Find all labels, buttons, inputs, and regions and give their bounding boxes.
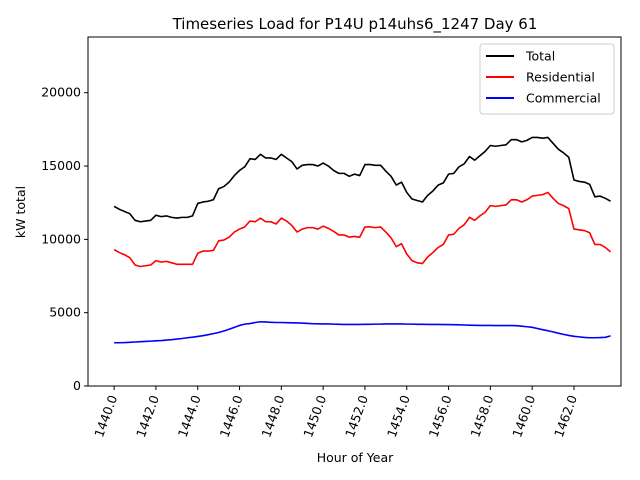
legend-label-commercial: Commercial	[526, 91, 601, 106]
legend: Total Residential Commercial	[479, 43, 615, 115]
series-line-commercial	[114, 320, 611, 344]
y-tick-label: 10000	[41, 231, 81, 246]
x-axis-title: Hour of Year	[317, 450, 394, 465]
y-tick-label: 20000	[41, 85, 81, 100]
series-line-residential	[113, 191, 612, 268]
series-layer	[113, 136, 612, 344]
y-tick-label: 15000	[41, 158, 81, 173]
y-axis: 0 5000 10000 15000 20000	[41, 85, 88, 393]
plot-frame	[87, 36, 622, 387]
y-tick-label: 5000	[49, 305, 81, 320]
series-line-total	[113, 136, 611, 223]
legend-label-total: Total	[525, 49, 555, 64]
y-axis-title: kW total	[13, 186, 28, 238]
legend-frame	[479, 43, 615, 115]
chart-title: Timeseries Load for P14U p14uhs6_1247 Da…	[172, 15, 538, 34]
y-tick-label: 0	[73, 378, 81, 393]
legend-label-residential: Residential	[526, 70, 595, 85]
